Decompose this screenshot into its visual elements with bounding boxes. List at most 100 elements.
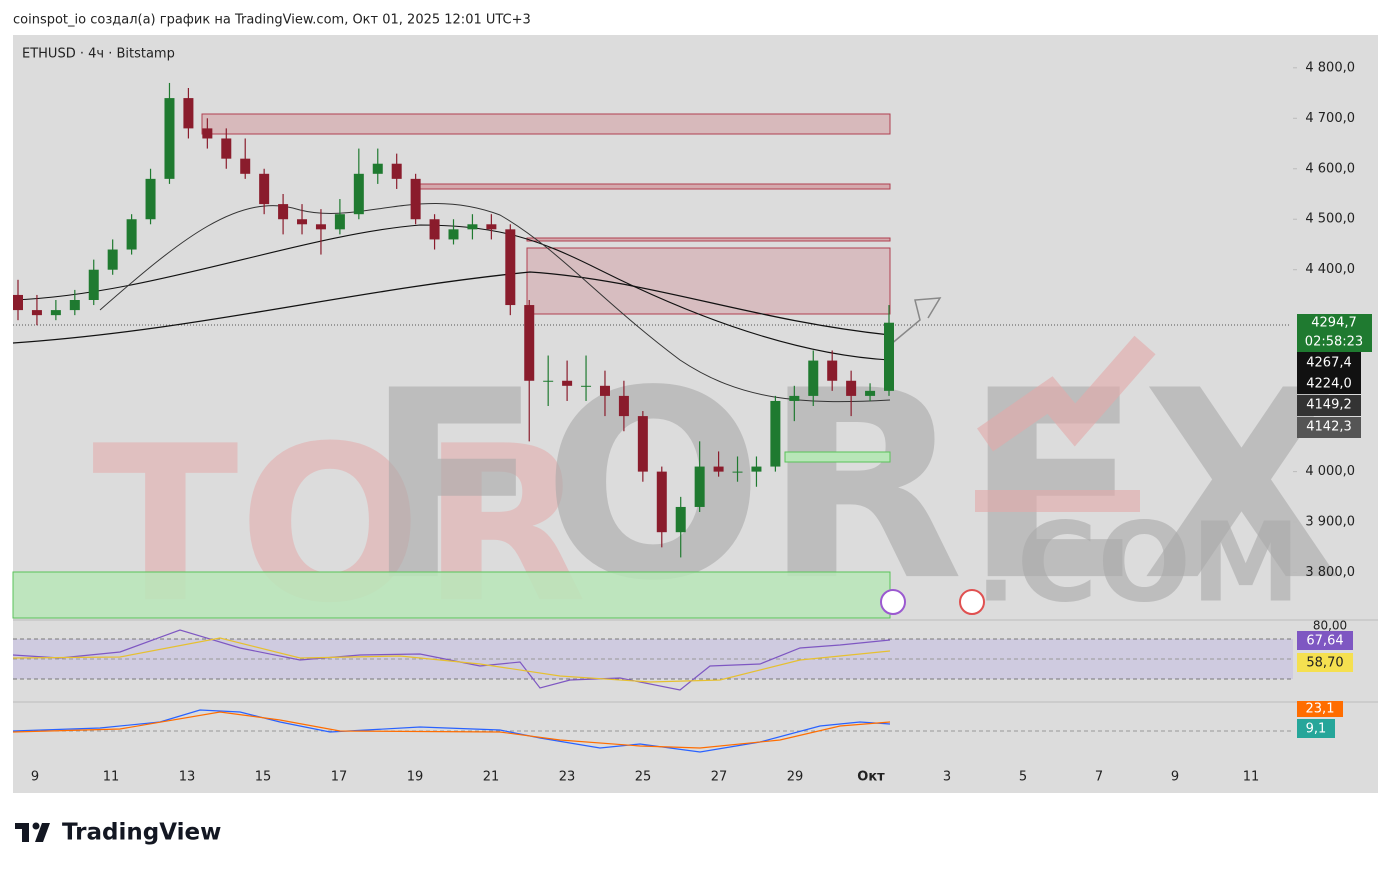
candle-body xyxy=(618,395,629,417)
candle-body xyxy=(126,219,137,250)
rsi-tag-text: 67,64 xyxy=(1306,634,1343,649)
symbol: ETHUSD · 4ч · Bitstamp xyxy=(22,47,175,62)
macd-tag xyxy=(1297,719,1335,738)
x-tick-label: 27 xyxy=(711,770,728,785)
candle-body xyxy=(675,506,686,533)
zone xyxy=(784,451,891,463)
zone xyxy=(12,571,891,619)
y-tick-label: 4 400,0 xyxy=(1305,262,1355,277)
candle-body xyxy=(202,128,213,139)
ma xyxy=(99,203,891,403)
price-tag-text: 4267,4 xyxy=(1306,356,1352,371)
candle-body xyxy=(259,173,270,205)
forecast-arrow xyxy=(889,297,942,346)
x-tick-label: 29 xyxy=(787,770,804,785)
price-tag xyxy=(1297,417,1361,438)
brand: TradingView xyxy=(62,820,221,846)
candle-body xyxy=(751,466,762,472)
price-tag-text: 4224,0 xyxy=(1306,377,1352,392)
candle-body xyxy=(599,385,610,396)
price-tag-text: 4294,7 xyxy=(1311,316,1357,331)
rsi-tag xyxy=(1297,631,1353,650)
rsi-ma xyxy=(12,637,891,683)
candle-body xyxy=(637,416,648,472)
macd-tag-text: 23,1 xyxy=(1306,702,1335,717)
price-tag xyxy=(1297,373,1361,394)
y-tick-label: 4 600,0 xyxy=(1305,161,1355,176)
y-tick-label: 4 000,0 xyxy=(1305,464,1355,479)
candle-body xyxy=(315,224,326,230)
candle-body xyxy=(410,178,421,220)
candle-body xyxy=(808,360,819,396)
x-tick-label: Окт xyxy=(857,770,885,785)
x-tick-label: 15 xyxy=(255,770,272,785)
rsi-level-label: 80,00 xyxy=(1313,619,1347,633)
candle-body xyxy=(505,229,516,306)
candle-body xyxy=(562,380,573,386)
macd-line xyxy=(12,709,891,753)
candle-body xyxy=(884,322,894,391)
candle-body xyxy=(183,98,194,129)
x-tick-label: 13 xyxy=(179,770,196,785)
y-tick-label: 4 500,0 xyxy=(1305,212,1355,227)
event-icon[interactable] xyxy=(880,589,906,615)
candle-body xyxy=(334,214,345,230)
x-tick-label: 9 xyxy=(1171,770,1179,785)
rsi-tag-text: 58,70 xyxy=(1306,656,1343,671)
ma xyxy=(12,224,891,361)
y-tick-label: 4 700,0 xyxy=(1305,111,1355,126)
rsi-line xyxy=(12,629,891,691)
candle-body xyxy=(353,173,364,215)
candle-body xyxy=(372,163,383,174)
price-tag xyxy=(1297,314,1372,352)
macd-tag xyxy=(1297,701,1343,717)
y-tick-label: 3 900,0 xyxy=(1305,515,1355,530)
candle-body xyxy=(429,219,440,240)
zone xyxy=(526,247,891,315)
candle-body xyxy=(865,390,876,396)
x-tick-label: 5 xyxy=(1019,770,1027,785)
ma xyxy=(12,271,891,344)
candle-body xyxy=(69,300,80,311)
header: coinspot_io создал(а) график на TradingV… xyxy=(13,13,531,28)
candle-body xyxy=(448,229,459,240)
watermark-arrow xyxy=(977,335,1156,452)
candle-body xyxy=(88,269,99,300)
candle-body xyxy=(240,158,251,174)
price-tag-text: 4142,3 xyxy=(1306,420,1352,435)
candle-body xyxy=(164,98,175,179)
candle-body xyxy=(789,395,800,401)
candle-body xyxy=(278,204,289,220)
watermark-com: .COM xyxy=(975,498,1301,626)
x-tick-label: 21 xyxy=(483,770,500,785)
candle-body xyxy=(31,310,42,316)
price-tag xyxy=(1297,395,1361,416)
zone xyxy=(419,183,891,190)
candle-body xyxy=(221,138,232,159)
y-tick-label: 4 800,0 xyxy=(1305,60,1355,75)
x-tick-label: 7 xyxy=(1095,770,1103,785)
candle-body xyxy=(486,224,497,230)
x-tick-label: 17 xyxy=(331,770,348,785)
candle-body xyxy=(694,466,705,507)
logo xyxy=(32,822,40,830)
rsi-tag xyxy=(1297,653,1353,672)
signal-line xyxy=(12,711,891,749)
candle-body xyxy=(656,471,667,533)
event-icon[interactable] xyxy=(959,589,985,615)
candle-body xyxy=(524,305,535,381)
x-tick-label: 9 xyxy=(31,770,39,785)
x-tick-label: 3 xyxy=(943,770,951,785)
countdown: 02:58:23 xyxy=(1305,335,1363,350)
zone xyxy=(201,113,891,135)
candle-body xyxy=(732,471,743,473)
candle-body xyxy=(713,466,724,472)
zone xyxy=(526,237,891,242)
candle-body xyxy=(827,360,838,381)
logo xyxy=(35,823,50,842)
x-tick-label: 25 xyxy=(635,770,652,785)
candle-body xyxy=(50,310,61,316)
candle-body xyxy=(581,385,592,387)
y-tick-label: 3 800,0 xyxy=(1305,565,1355,580)
price-tag xyxy=(1297,352,1361,373)
